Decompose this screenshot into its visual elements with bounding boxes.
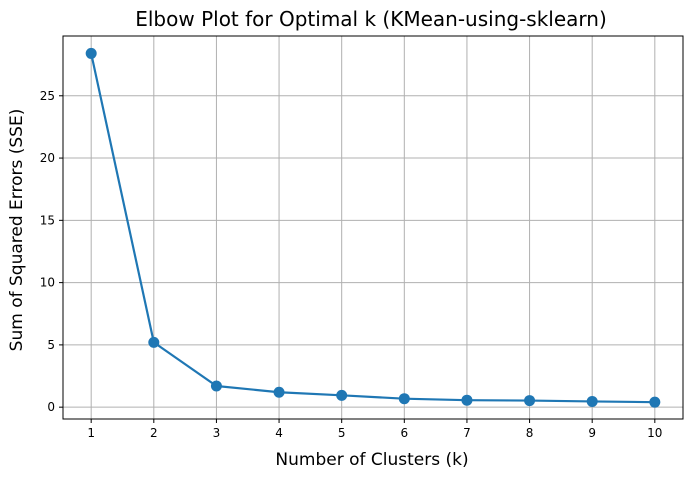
y-tick-label: 25 <box>40 89 55 103</box>
x-tick-label: 2 <box>150 426 158 440</box>
data-point <box>273 386 285 398</box>
x-tick-label: 9 <box>588 426 596 440</box>
data-point <box>148 336 160 348</box>
x-tick-label: 1 <box>87 426 95 440</box>
chart-title: Elbow Plot for Optimal k (KMean-using-sk… <box>135 7 607 31</box>
plot-area-frame <box>62 35 684 420</box>
y-tick-label: 0 <box>47 400 55 414</box>
y-axis-label: Sum of Squared Errors (SSE) <box>7 109 27 352</box>
x-axis-label: Number of Clusters (k) <box>275 450 468 470</box>
x-tick-label: 4 <box>275 426 283 440</box>
data-point <box>461 394 473 406</box>
grid <box>63 36 683 419</box>
data-point <box>85 47 97 59</box>
y-tick-label: 5 <box>47 338 55 352</box>
data-point <box>586 395 598 407</box>
data-point <box>649 396 661 408</box>
data-point <box>336 389 348 401</box>
data-point <box>210 380 222 392</box>
x-tick-label: 8 <box>526 426 534 440</box>
series-line <box>90 53 655 404</box>
series-layer <box>85 47 661 408</box>
y-axis-ticks: 0 5 10 15 20 25 <box>40 89 63 414</box>
data-point <box>524 395 536 407</box>
y-tick-label: 20 <box>40 151 55 165</box>
y-tick-label: 10 <box>40 276 55 290</box>
x-tick-label: 5 <box>338 426 346 440</box>
x-tick-label: 7 <box>463 426 471 440</box>
x-tick-label: 3 <box>213 426 221 440</box>
data-point <box>398 393 410 405</box>
x-tick-label: 10 <box>647 426 662 440</box>
y-tick-label: 15 <box>40 213 55 227</box>
x-axis-ticks: 1 2 3 4 5 6 7 8 9 10 <box>87 419 662 440</box>
x-tick-label: 6 <box>400 426 408 440</box>
